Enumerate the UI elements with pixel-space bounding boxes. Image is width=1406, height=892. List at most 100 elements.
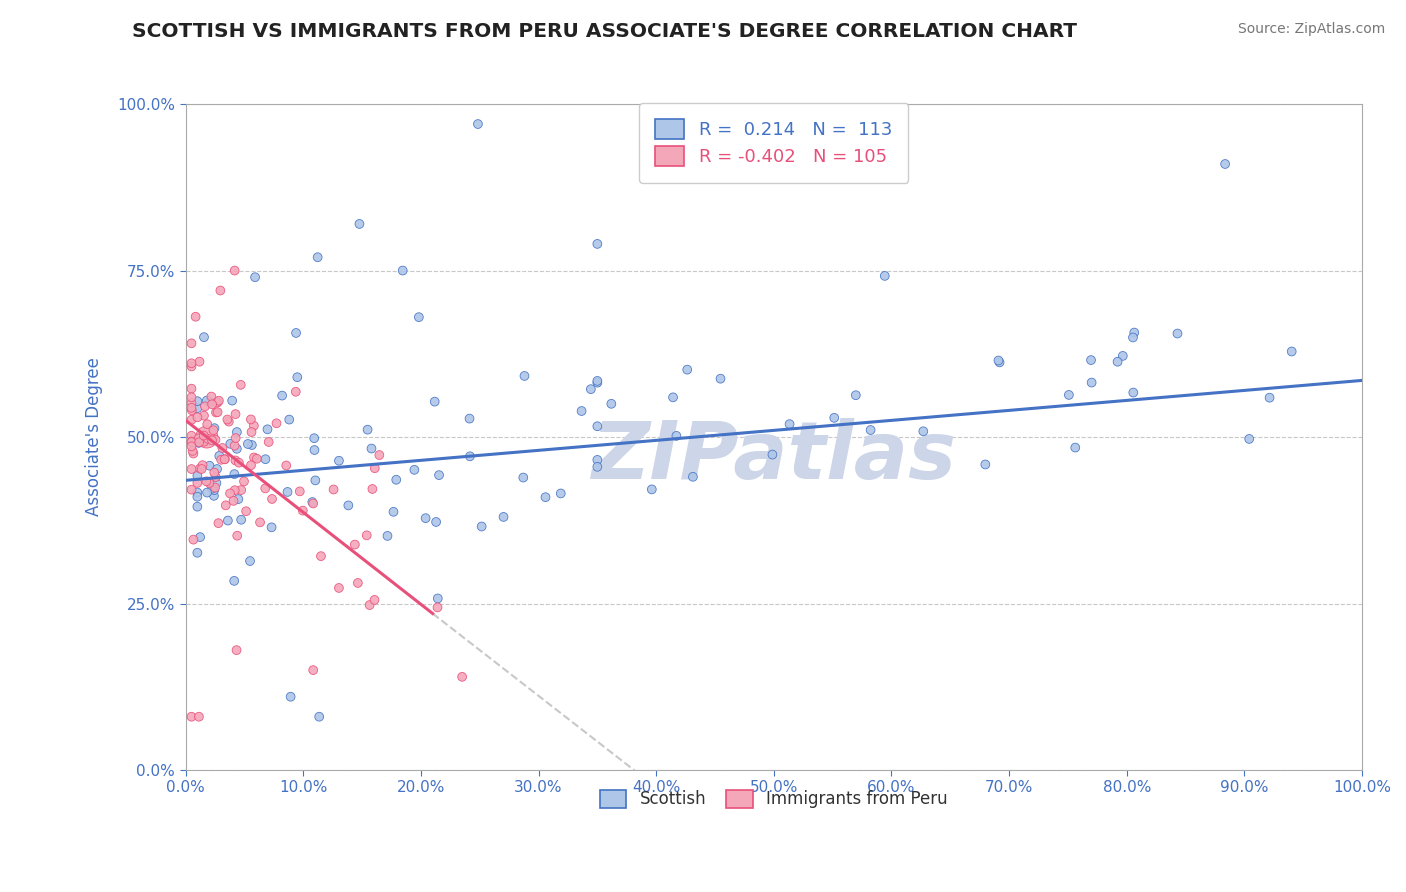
Point [228, 456, 250, 470]
Point [361, 482, 384, 496]
Point [301, 495, 323, 509]
Point [425, 515, 447, 529]
Point [236, 437, 259, 451]
Point [181, 444, 204, 458]
Point [512, 470, 534, 484]
Point [451, 670, 474, 684]
Point [205, 405, 228, 419]
Point [260, 491, 283, 506]
Point [224, 483, 246, 498]
Point [217, 412, 239, 426]
Point [195, 417, 218, 432]
Point [278, 412, 301, 426]
Point [302, 496, 325, 510]
Point [219, 437, 242, 451]
Point [204, 421, 226, 435]
Point [662, 390, 685, 404]
Legend: Scottish, Immigrants from Peru: Scottish, Immigrants from Peru [586, 776, 962, 822]
Point [231, 483, 253, 497]
Point [586, 419, 609, 434]
Point [187, 710, 209, 724]
Point [458, 450, 481, 464]
Point [1122, 385, 1144, 400]
Point [186, 500, 208, 514]
Point [271, 389, 294, 403]
Point [221, 393, 243, 408]
Point [682, 470, 704, 484]
Point [302, 663, 325, 677]
Point [328, 454, 350, 468]
Point [207, 395, 229, 409]
Point [229, 377, 252, 392]
Point [240, 458, 263, 473]
Y-axis label: Associate's Degree: Associate's Degree [86, 358, 103, 516]
Point [198, 458, 221, 473]
Point [356, 528, 378, 542]
Point [307, 250, 329, 264]
Point [207, 516, 229, 530]
Point [180, 396, 202, 410]
Point [550, 486, 572, 500]
Point [404, 463, 426, 477]
Point [180, 429, 202, 443]
Point [322, 483, 344, 497]
Point [207, 405, 229, 419]
Point [204, 433, 226, 447]
Point [288, 484, 311, 499]
Point [586, 236, 609, 251]
Point [202, 466, 225, 480]
Point [214, 452, 236, 467]
Point [204, 481, 226, 495]
Point [218, 415, 240, 429]
Point [180, 390, 202, 404]
Point [180, 382, 202, 396]
Point [1281, 344, 1303, 359]
Point [195, 393, 218, 408]
Point [1237, 432, 1260, 446]
Point [224, 467, 246, 482]
Point [243, 450, 266, 465]
Point [205, 476, 228, 491]
Point [193, 434, 215, 449]
Point [676, 362, 699, 376]
Point [201, 434, 224, 448]
Point [257, 434, 280, 449]
Point [873, 268, 896, 283]
Point [761, 448, 783, 462]
Point [285, 370, 308, 384]
Point [225, 431, 247, 445]
Point [184, 310, 207, 324]
Point [1213, 157, 1236, 171]
Point [408, 310, 430, 325]
Point [987, 353, 1010, 368]
Point [427, 468, 450, 483]
Point [308, 710, 330, 724]
Point [183, 533, 205, 547]
Point [219, 486, 242, 500]
Point [534, 490, 557, 504]
Point [240, 438, 263, 452]
Point [202, 423, 225, 437]
Point [186, 546, 208, 560]
Point [188, 461, 211, 475]
Point [225, 425, 247, 439]
Point [180, 359, 202, 374]
Point [304, 474, 326, 488]
Point [415, 511, 437, 525]
Point [195, 485, 218, 500]
Point [285, 326, 308, 340]
Point [224, 453, 246, 467]
Point [1166, 326, 1188, 341]
Point [180, 439, 202, 453]
Point [1258, 391, 1281, 405]
Point [197, 432, 219, 446]
Point [845, 388, 868, 402]
Point [193, 409, 215, 423]
Point [426, 591, 449, 606]
Point [347, 576, 370, 591]
Point [467, 117, 489, 131]
Point [571, 404, 593, 418]
Point [254, 482, 277, 496]
Point [423, 394, 446, 409]
Point [641, 483, 664, 497]
